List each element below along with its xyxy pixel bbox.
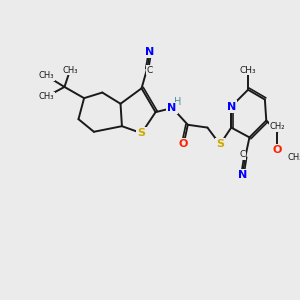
Text: S: S <box>137 128 146 138</box>
Text: N: N <box>167 103 176 113</box>
Text: N: N <box>226 102 236 112</box>
Text: CH₃: CH₃ <box>38 92 54 101</box>
Text: C: C <box>147 66 153 75</box>
Text: O: O <box>179 140 188 149</box>
Text: CH₃: CH₃ <box>288 152 300 161</box>
Text: CH₃: CH₃ <box>240 66 256 75</box>
Text: N: N <box>238 170 247 180</box>
Text: CH₃: CH₃ <box>62 66 78 75</box>
Text: S: S <box>216 140 224 149</box>
Text: CH₃: CH₃ <box>38 71 54 80</box>
Text: O: O <box>273 145 282 155</box>
Text: N: N <box>145 47 154 57</box>
Text: CH₂: CH₂ <box>270 122 285 131</box>
Text: C: C <box>239 150 246 159</box>
Text: H: H <box>174 97 181 107</box>
